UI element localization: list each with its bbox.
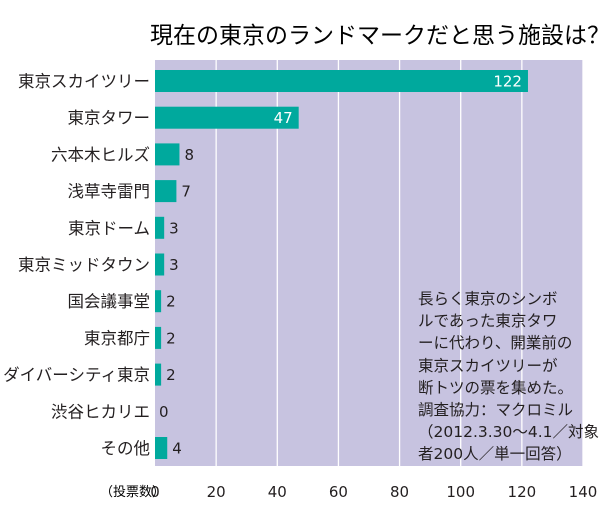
value-label: 4 bbox=[172, 440, 182, 458]
note-line: 調査協力：マクロミル bbox=[418, 401, 574, 420]
category-label: 東京ドーム bbox=[68, 219, 150, 238]
note-line: ルであった東京タワ bbox=[418, 312, 558, 331]
bar bbox=[155, 70, 528, 92]
value-label: 0 bbox=[159, 403, 169, 421]
category-label: 東京スカイツリー bbox=[18, 72, 150, 91]
bar bbox=[155, 180, 177, 203]
bar bbox=[155, 143, 180, 166]
bar bbox=[155, 363, 162, 386]
x-tick-label: 100 bbox=[446, 483, 475, 501]
x-tick-label: 80 bbox=[390, 483, 409, 501]
x-tick-label: 140 bbox=[569, 483, 598, 501]
category-label: 渋谷ヒカリエ bbox=[51, 402, 150, 421]
annotation-note: 長らく東京のシンボ ルであった東京タワ ーに代わり、開業前の 東京スカイツリーが… bbox=[418, 288, 600, 466]
x-axis-ticks: 0 20 40 60 80 100 120 140 bbox=[150, 483, 597, 501]
value-label: 8 bbox=[184, 146, 194, 164]
value-label: 2 bbox=[166, 293, 176, 311]
category-label: 東京都庁 bbox=[84, 329, 150, 348]
x-tick-label: 40 bbox=[268, 483, 287, 501]
category-label: ダイバーシティ東京 bbox=[3, 366, 150, 385]
category-label: 浅草寺雷門 bbox=[68, 182, 151, 201]
category-labels: 東京スカイツリー東京タワー六本木ヒルズ浅草寺雷門東京ドーム東京ミッドタウン国会議… bbox=[3, 72, 150, 458]
note-line: 断トツの票を集めた。 bbox=[418, 378, 574, 397]
bar bbox=[155, 253, 165, 276]
bar bbox=[155, 106, 299, 129]
x-tick-label: 0 bbox=[150, 483, 160, 501]
value-label: 47 bbox=[274, 109, 293, 127]
value-label: 7 bbox=[181, 183, 191, 201]
category-label: 東京タワー bbox=[68, 109, 151, 128]
bar bbox=[155, 326, 162, 349]
bar bbox=[155, 437, 168, 459]
value-label: 3 bbox=[169, 219, 179, 237]
x-tick-label: 20 bbox=[207, 483, 226, 501]
note-line: 東京スカイツリーが bbox=[418, 356, 558, 375]
x-axis-unit-label: （投票数） bbox=[100, 484, 165, 500]
note-line: 長らく東京のシンボ bbox=[418, 290, 558, 308]
chart-title: 現在の東京のランドマークだと思う施設は？ bbox=[150, 23, 600, 49]
category-label: 東京ミッドタウン bbox=[18, 256, 150, 275]
value-label: 2 bbox=[166, 329, 176, 347]
bar bbox=[155, 216, 165, 239]
value-label: 3 bbox=[169, 256, 179, 274]
note-line: 者200人／単一回答） bbox=[418, 445, 572, 464]
category-label: 国会議事堂 bbox=[68, 292, 151, 311]
x-tick-label: 60 bbox=[329, 483, 348, 501]
note-line: （2012.3.30〜4.1／対象 bbox=[418, 423, 600, 442]
value-label: 122 bbox=[493, 73, 522, 91]
category-label: その他 bbox=[101, 439, 151, 458]
x-tick-label: 120 bbox=[508, 483, 537, 501]
bars bbox=[155, 70, 528, 459]
note-line: ーに代わり、開業前の bbox=[418, 334, 573, 353]
value-label: 2 bbox=[166, 366, 176, 384]
bar bbox=[155, 290, 162, 313]
category-label: 六本木ヒルズ bbox=[51, 145, 150, 164]
